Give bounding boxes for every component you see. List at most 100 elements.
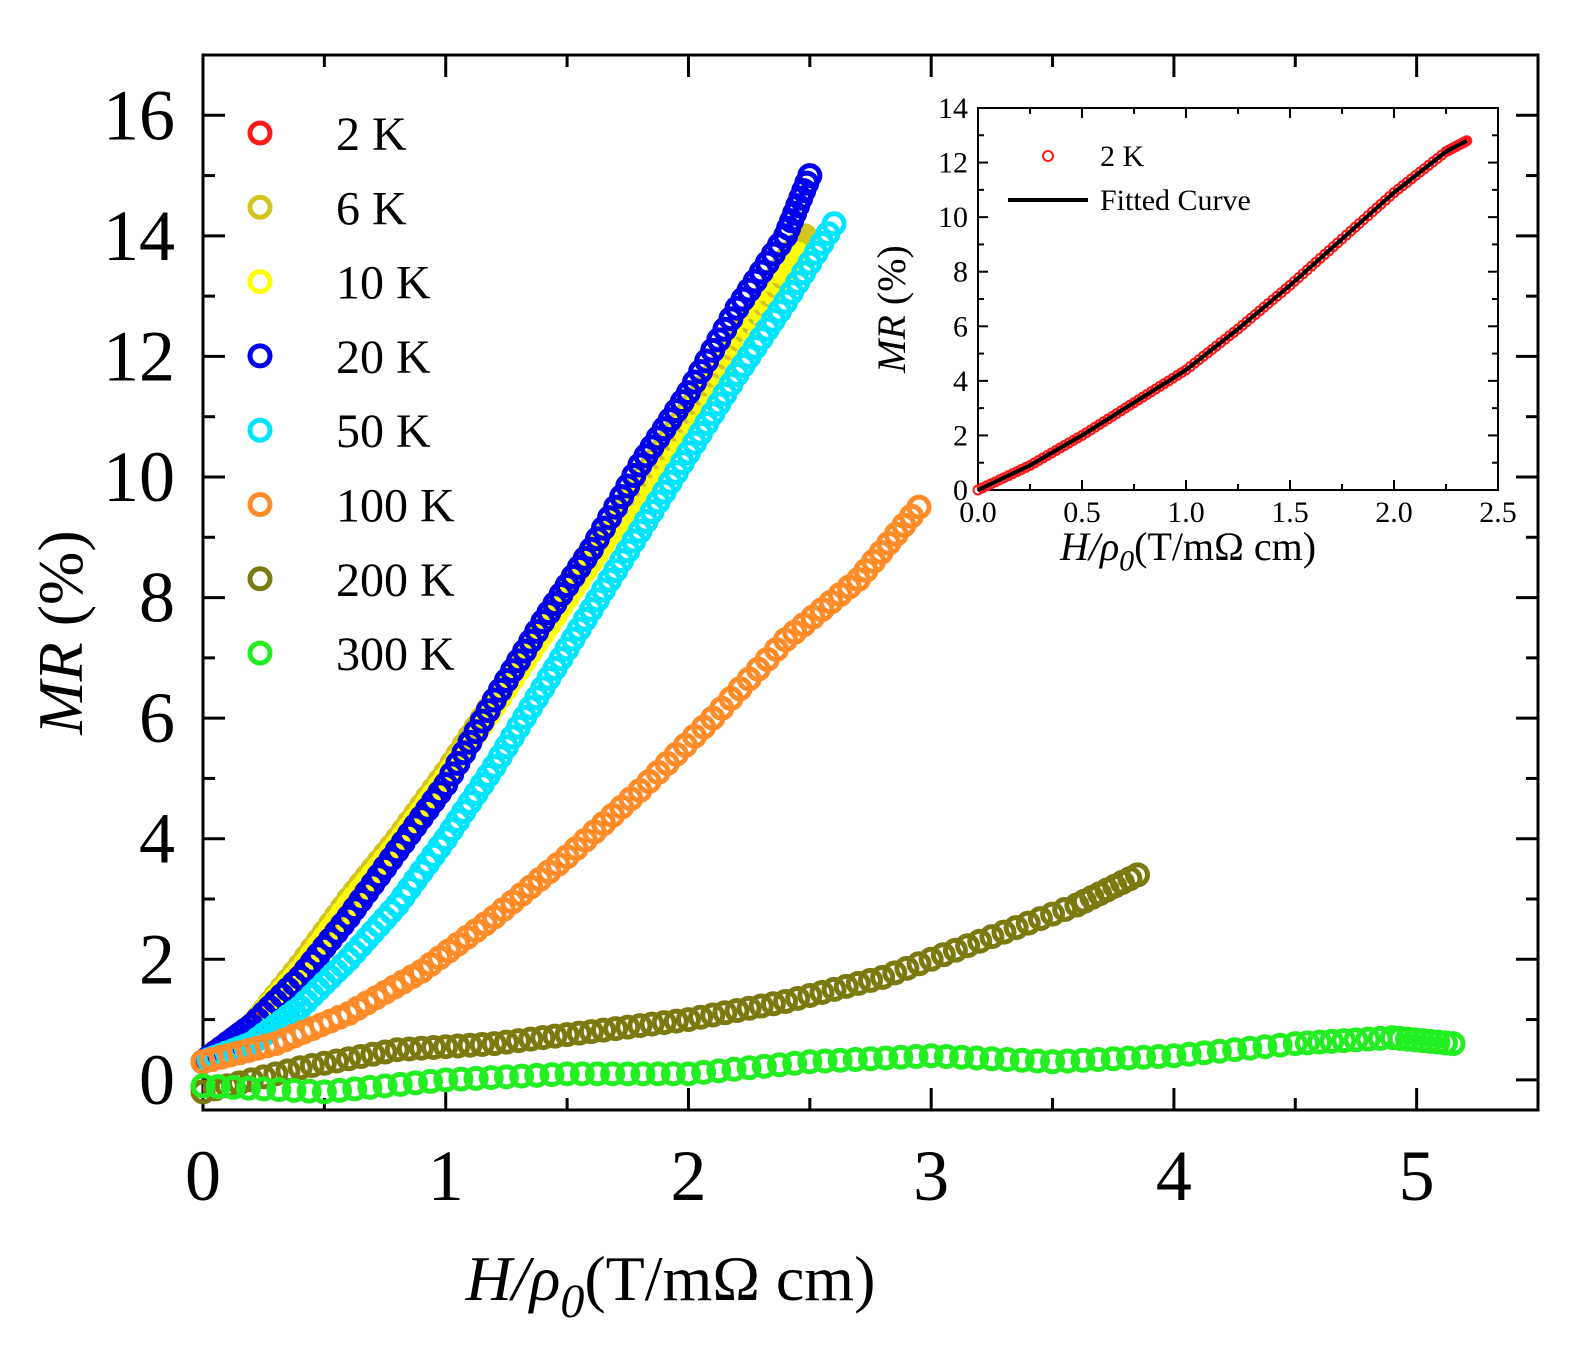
data-point: [311, 1079, 337, 1105]
data-point: [688, 1004, 714, 1030]
data-point: [1191, 1040, 1217, 1066]
data-point: [287, 1055, 313, 1081]
data-point: [821, 211, 847, 237]
inset-y-axis-title-italic: MR: [869, 315, 914, 374]
data-point: [979, 1046, 1005, 1072]
series-200k: [190, 862, 1150, 1105]
inset-ytick-label: 6: [953, 310, 968, 343]
data-point: [994, 1047, 1020, 1073]
data-point: [372, 1039, 398, 1065]
data-point: [639, 1011, 665, 1037]
main-xtick-label: 5: [1399, 1136, 1435, 1216]
data-point: [1252, 1034, 1278, 1060]
legend-label: 20 K: [336, 331, 431, 384]
data-point: [930, 942, 956, 968]
data-point: [1070, 1047, 1096, 1073]
data-point: [1440, 1031, 1466, 1057]
data-point: [797, 163, 823, 189]
inset-ytick-label: 12: [938, 147, 968, 180]
main-xtick-label: 4: [1156, 1136, 1192, 1216]
data-point: [721, 1056, 747, 1082]
data-point: [220, 1074, 246, 1100]
legend-label: 300 K: [336, 628, 455, 681]
data-point: [396, 1036, 422, 1062]
data-point: [906, 494, 932, 520]
data-point: [1237, 1035, 1263, 1061]
data-point: [630, 1061, 656, 1087]
data-point: [591, 1017, 616, 1043]
data-point: [627, 1013, 653, 1039]
main-frame: [201, 53, 1540, 1112]
data-point: [1015, 910, 1041, 936]
main-ytick-label: 16: [103, 75, 175, 155]
data-point: [1125, 862, 1150, 888]
data-point: [660, 1061, 686, 1087]
data-point: [418, 1068, 444, 1094]
data-point: [918, 1043, 944, 1069]
main-xtick-label: 1: [428, 1136, 464, 1216]
data-point: [842, 1047, 868, 1073]
data-point: [748, 993, 774, 1019]
inset-x-axis-title-italic: H/ρ: [1059, 524, 1119, 569]
data-point: [1040, 901, 1066, 927]
legend-marker: [247, 566, 273, 592]
data-point: [1206, 1038, 1232, 1064]
legend-label: 200 K: [336, 554, 455, 607]
data-point: [797, 982, 823, 1008]
data-point: [979, 924, 1005, 950]
main-ytick-label: 6: [139, 678, 175, 758]
data-point: [955, 933, 981, 959]
data-point: [675, 1007, 701, 1033]
data-point: [357, 1074, 383, 1100]
data-point: [509, 1063, 535, 1089]
inset-xtick-label: 0.5: [1063, 496, 1101, 529]
data-point: [542, 1023, 568, 1049]
main-x-axis-title-units: (T/mΩ cm): [584, 1243, 875, 1314]
data-point: [785, 985, 811, 1011]
data-point: [700, 1002, 726, 1028]
data-point: [539, 1062, 565, 1088]
legend-label: 10 K: [336, 257, 431, 310]
data-point: [1009, 1047, 1035, 1073]
inset-ytick-label: 2: [953, 419, 968, 452]
data-point: [1331, 1028, 1357, 1054]
data-point: [712, 1000, 738, 1026]
data-point: [1146, 1043, 1172, 1069]
data-point: [1176, 1041, 1202, 1067]
inset-legend: 2 K Fitted Curve: [1008, 140, 1251, 217]
inset-plot: 0.0 0.5 1.0 1.5 2.0 2.5 0 2 4 6 8 10 12 14 2 K Fitted C…: [869, 92, 1517, 578]
data-point: [827, 1047, 853, 1073]
data-point: [949, 1044, 975, 1070]
inset-y-axis-title: MR (%): [869, 245, 914, 374]
data-point: [311, 1050, 337, 1076]
data-point: [372, 1073, 398, 1099]
main-y-axis-title-units: (%): [25, 530, 96, 642]
data-point: [1024, 1048, 1050, 1074]
main-y-axis-title-italic: MR: [25, 642, 96, 735]
legend-marker: [247, 417, 273, 443]
main-ytick-label: 0: [139, 1040, 175, 1120]
data-point: [724, 998, 750, 1024]
data-point: [327, 1077, 353, 1103]
inset-frame: [977, 107, 1499, 491]
data-point: [493, 1064, 519, 1090]
inset-ytick-label: 8: [953, 256, 968, 289]
data-point: [967, 928, 993, 954]
legend-label: Fitted Curve: [1100, 184, 1251, 217]
data-point: [457, 1032, 483, 1058]
data-point: [894, 955, 920, 981]
data-point: [1003, 915, 1029, 941]
data-point: [1131, 1044, 1157, 1070]
data-point: [1282, 1031, 1308, 1057]
data-point: [888, 1044, 914, 1070]
data-point: [433, 1067, 459, 1093]
inset-x-axis-title-units: (T/mΩ cm): [1134, 524, 1316, 569]
main-ytick-label: 8: [139, 558, 175, 638]
data-point: [663, 1008, 689, 1034]
data-point: [675, 1061, 701, 1087]
data-point: [342, 1076, 368, 1102]
data-point: [569, 1061, 595, 1087]
data-point: [566, 1020, 592, 1046]
data-point: [205, 1074, 231, 1100]
